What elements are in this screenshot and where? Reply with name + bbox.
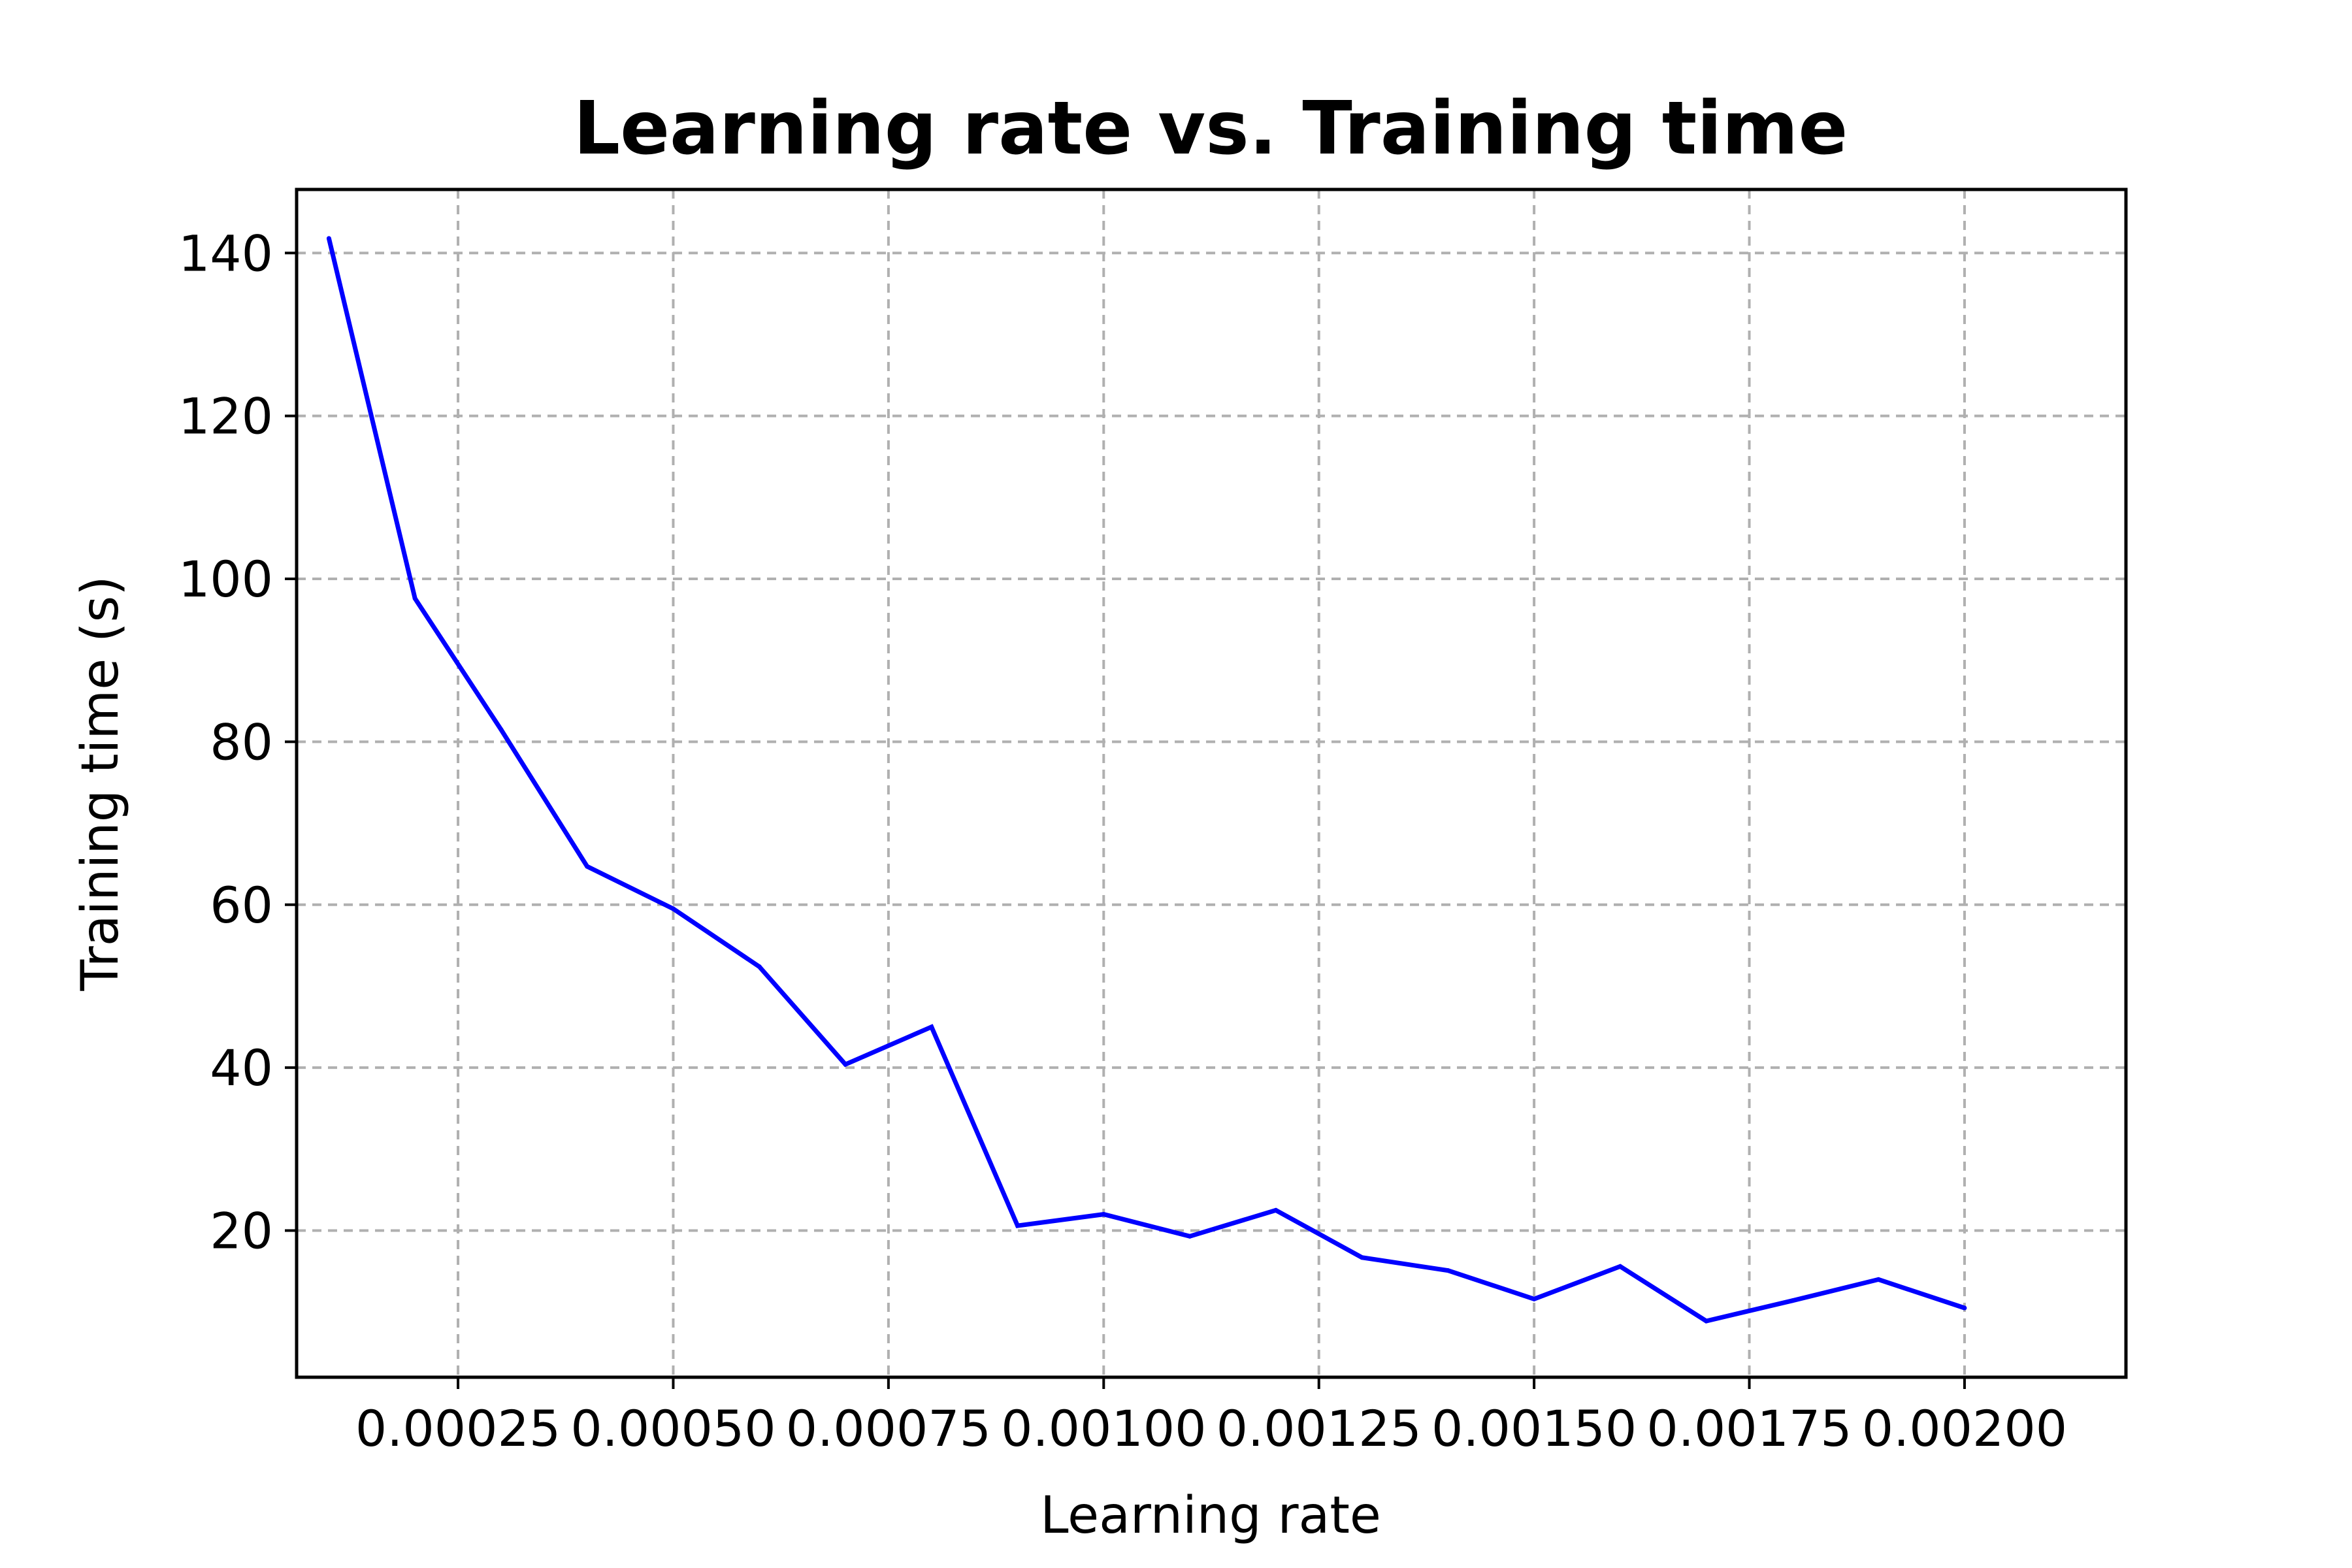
data-point	[1273, 1207, 1279, 1213]
data-point	[1531, 1296, 1537, 1301]
x-tick-label: 0.00175	[1646, 1399, 1852, 1458]
data-point	[412, 596, 417, 601]
grid	[297, 189, 2126, 1377]
data-point	[670, 906, 676, 911]
y-tick-label: 40	[210, 1039, 273, 1097]
x-tick-label: 0.00100	[1001, 1399, 1206, 1458]
data-point	[585, 864, 590, 869]
y-tick-label: 120	[178, 387, 273, 446]
data-point	[1187, 1233, 1192, 1239]
data-point	[1789, 1298, 1795, 1303]
data-point	[498, 727, 504, 732]
data-point	[1015, 1223, 1021, 1228]
y-axis-label: Training time (s)	[71, 576, 130, 991]
data-point	[1618, 1264, 1623, 1269]
plot-frame	[295, 188, 2128, 1379]
x-tick-label: 0.00150	[1431, 1399, 1637, 1458]
y-tick-label: 100	[178, 550, 273, 608]
series-line	[326, 237, 1965, 1324]
data-point	[757, 964, 762, 970]
series-group	[326, 236, 1967, 1324]
x-tick-label: 0.00200	[1862, 1399, 2067, 1458]
y-tick-label: 60	[210, 876, 273, 934]
data-point	[929, 1024, 934, 1030]
data-point	[326, 236, 331, 241]
x-tick-label: 0.00075	[786, 1399, 991, 1458]
x-tick-label: 0.00050	[570, 1399, 776, 1458]
y-tick-label: 20	[210, 1202, 273, 1260]
data-point	[1101, 1212, 1106, 1217]
x-axis-label: Learning rate	[1040, 1486, 1381, 1545]
x-tick-label: 0.00025	[355, 1399, 561, 1458]
x-tick-label: 0.00125	[1217, 1399, 1422, 1458]
data-point	[1445, 1268, 1450, 1273]
data-point	[1360, 1255, 1365, 1260]
data-point	[1876, 1277, 1881, 1282]
data-point	[1704, 1318, 1709, 1324]
x-axis: 0.00025 0.00050 0.00075 0.00100 0.00125 0.001…	[355, 1377, 2067, 1458]
y-axis: 20 40 60 80 100 120 140	[178, 224, 297, 1260]
y-tick-label: 140	[178, 224, 273, 282]
data-point	[1962, 1305, 1967, 1311]
data-point	[843, 1062, 848, 1067]
chart-title: Learning rate vs. Training time	[574, 86, 1848, 171]
y-tick-label: 80	[210, 713, 273, 771]
